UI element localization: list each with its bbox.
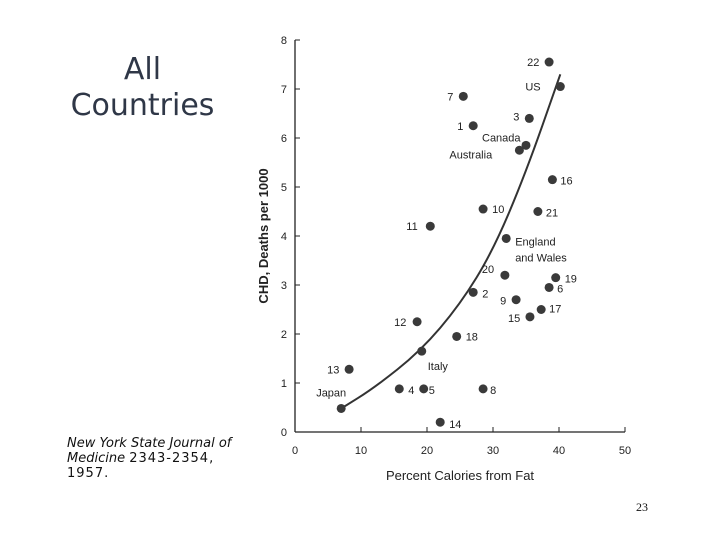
data-point (435, 417, 445, 427)
x-tick-label: 20 (421, 445, 433, 457)
data-point (514, 145, 524, 155)
point-label: Japan (316, 387, 346, 399)
point-label: 20 (482, 264, 494, 276)
data-point (478, 204, 488, 214)
data-point (452, 331, 462, 341)
point-label: 13 (327, 364, 339, 376)
data-point (501, 233, 511, 243)
x-tick-label: 0 (292, 445, 298, 457)
citation: New York State Journal of Medicine 2343-… (67, 436, 252, 481)
citation-journal: New York State Journal of Medicine (67, 436, 232, 466)
data-point (525, 312, 535, 322)
data-point (533, 207, 543, 216)
data-point (344, 364, 354, 374)
data-point (468, 287, 478, 297)
data-point (468, 121, 478, 131)
y-tick-label: 2 (281, 329, 287, 341)
data-point (394, 384, 404, 394)
citation-pages: 2343-2354, (129, 451, 215, 466)
slide-title-line-1: All (123, 52, 162, 87)
y-tick-label: 0 (281, 427, 287, 439)
point-label: 18 (466, 331, 478, 343)
data-point (412, 317, 422, 327)
slide-title: All Countries (60, 52, 225, 124)
citation-year: 1957. (67, 466, 110, 481)
y-tick-label: 7 (281, 84, 287, 96)
x-axis-label: Percent Calories from Fat (386, 468, 534, 483)
point-label: 6 (557, 283, 563, 295)
point-label: 21 (546, 208, 558, 220)
point-label: Canada (482, 132, 521, 144)
y-tick-label: 6 (281, 133, 287, 145)
point-label: 19 (565, 274, 577, 286)
data-point (500, 270, 510, 280)
point-label: 3 (513, 111, 519, 123)
data-point (425, 221, 435, 231)
trend-line (340, 73, 562, 410)
y-tick-label: 5 (281, 182, 287, 194)
point-label: 4 (408, 385, 414, 397)
data-point (511, 295, 521, 305)
data-points (336, 57, 565, 427)
x-tick-label: 10 (355, 445, 367, 457)
y-tick-label: 8 (281, 35, 287, 47)
point-label: 8 (490, 385, 496, 397)
point-label: and Wales (515, 252, 567, 264)
point-label: US (525, 82, 540, 94)
data-point (551, 273, 561, 283)
x-tick-label: 30 (487, 445, 499, 457)
data-point (336, 403, 346, 413)
data-point (536, 305, 546, 314)
x-tick-label: 40 (553, 445, 565, 457)
data-point (521, 140, 531, 150)
point-label: 22 (527, 57, 539, 69)
y-axis-label: CHD, Deaths per 1000 (256, 168, 271, 303)
data-point (417, 346, 427, 356)
point-label: 11 (406, 221, 417, 233)
data-point (544, 57, 554, 67)
point-label: 7 (447, 91, 453, 103)
point-label: Australia (449, 149, 493, 161)
data-point (458, 91, 468, 101)
point-label: 14 (449, 419, 461, 431)
point-label: 2 (482, 288, 488, 300)
point-label: 9 (500, 296, 506, 308)
y-tick-label: 1 (281, 378, 287, 390)
point-label: Italy (428, 361, 449, 373)
data-point (544, 282, 554, 292)
data-point (524, 113, 534, 123)
slide-title-line-2: Countries (70, 88, 215, 123)
point-label: 17 (549, 304, 561, 316)
y-tick-label: 3 (281, 280, 287, 292)
data-point (555, 82, 565, 92)
point-label: 10 (492, 204, 504, 216)
page-number: 23 (636, 500, 648, 514)
y-tick-label: 4 (281, 231, 287, 243)
point-label: England (515, 236, 555, 248)
data-point (419, 384, 429, 394)
point-label: 15 (508, 313, 520, 325)
point-label: 5 (429, 385, 435, 397)
x-tick-label: 50 (619, 445, 631, 457)
data-point (547, 175, 557, 185)
data-point (478, 384, 488, 394)
point-label: 12 (394, 317, 406, 329)
point-label: 1 (457, 121, 463, 133)
point-label: 16 (560, 176, 572, 188)
